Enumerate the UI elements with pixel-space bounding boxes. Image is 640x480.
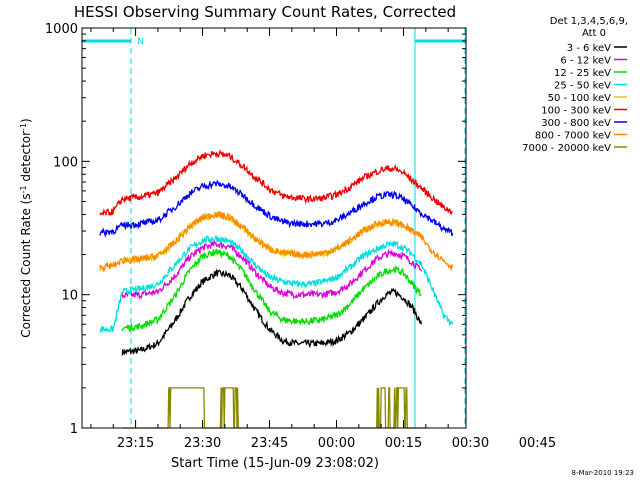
legend-entry-label: 100 - 300 keV bbox=[541, 106, 611, 117]
y-label-superscript: -1 bbox=[19, 123, 28, 131]
y-tick-label: 1000 bbox=[45, 22, 78, 37]
legend-entry-label: 25 - 50 keV bbox=[554, 81, 611, 92]
y-tick-label: 10 bbox=[61, 289, 78, 304]
legend-entry-label: 7000 - 20000 keV bbox=[522, 143, 611, 154]
plot-frame bbox=[81, 27, 467, 429]
y-tick-label: 1 bbox=[70, 422, 78, 437]
x-tick-label: 00:45 bbox=[519, 436, 556, 451]
y-label-part: Corrected Count Rate (s bbox=[19, 193, 33, 337]
series-line bbox=[99, 233, 454, 333]
x-axis-label: Start Time (15-Jun-09 23:08:02) bbox=[171, 456, 379, 471]
series-line bbox=[121, 268, 422, 356]
footer-date: 8-Mar-2010 19:23 bbox=[572, 469, 634, 477]
legend-entry-label: 3 - 6 keV bbox=[567, 43, 611, 54]
x-tick-label: 23:15 bbox=[117, 436, 154, 451]
y-axis: 1 10 100 1000 bbox=[45, 22, 466, 437]
x-tick-label: 00:15 bbox=[385, 436, 422, 451]
legend-entry-label: 50 - 100 keV bbox=[548, 93, 612, 104]
y-axis-label: Corrected Count Rate (s-1 detector-1) bbox=[19, 118, 34, 337]
legend-entry-label: 12 - 25 keV bbox=[554, 68, 611, 79]
legend-entry-label: 800 - 7000 keV bbox=[535, 131, 611, 142]
x-tick-label: 00:30 bbox=[452, 436, 489, 451]
y-tick-label: 100 bbox=[53, 155, 78, 170]
legend-entry-label: 300 - 800 keV bbox=[541, 118, 611, 129]
x-tick-label: 23:45 bbox=[251, 436, 288, 451]
y-label-superscript: -1 bbox=[19, 185, 28, 193]
x-tick-label: 00:00 bbox=[318, 436, 355, 451]
saa-label: N bbox=[137, 37, 144, 47]
series-group bbox=[99, 149, 454, 429]
legend-entry-label: 6 - 12 keV bbox=[560, 56, 611, 67]
series-line bbox=[121, 248, 422, 332]
legend-header: Det 1,3,4,5,6,9, bbox=[550, 16, 628, 27]
x-tick-label: 23:30 bbox=[184, 436, 221, 451]
y-label-part: ) bbox=[19, 118, 33, 123]
y-label-part: detector bbox=[19, 131, 33, 186]
legend-header: Att 0 bbox=[582, 28, 606, 39]
chart-title: HESSI Observing Summary Count Rates, Cor… bbox=[74, 3, 456, 21]
series-line bbox=[121, 239, 422, 301]
legend: Det 1,3,4,5,6,9,Att 0 3 - 6 keV 6 - 12 keV… bbox=[522, 16, 628, 154]
series-line bbox=[99, 179, 454, 238]
x-axis: 23:15 23:30 23:45 00:00 00:15 00:30 00:45 bbox=[90, 28, 556, 451]
series-line bbox=[99, 210, 454, 273]
series-line bbox=[99, 149, 453, 216]
